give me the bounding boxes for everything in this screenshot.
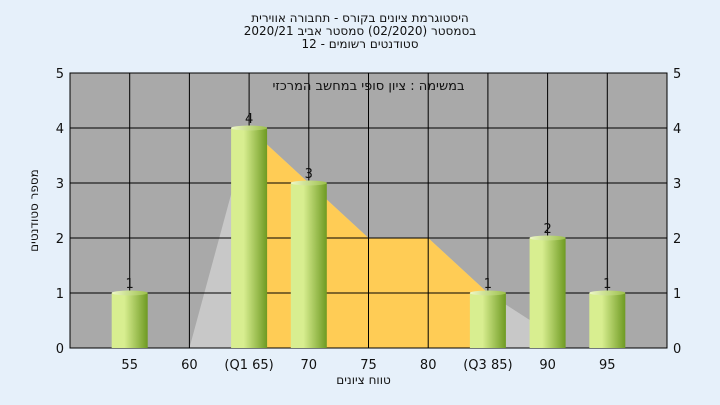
y-tick-label-right: 0 <box>673 342 681 357</box>
bar-value-label: 1 <box>603 277 611 292</box>
y-tick-label-left: 0 <box>56 342 64 357</box>
y-tick-label-right: 3 <box>673 177 681 192</box>
y-tick-label-left: 4 <box>56 122 64 137</box>
y-tick-label-left: 1 <box>56 287 64 302</box>
y-tick-label-left: 5 <box>56 67 64 82</box>
x-tick-label: 70 <box>301 358 318 373</box>
plot-border <box>69 72 668 349</box>
x-tick-label: 55 <box>121 358 138 373</box>
y-tick-label-left: 3 <box>56 177 64 192</box>
bar-cap <box>469 290 506 296</box>
bar <box>469 293 506 348</box>
bar-value-label: 4 <box>245 112 253 127</box>
bar <box>111 293 148 348</box>
chart-annotation: במשימה : ציון סופי במחשב המרכזי <box>272 79 464 94</box>
chart-title-line-3: סטודנטים רשומים - 12 <box>301 37 419 51</box>
x-axis-label: טווח ציונים <box>336 373 391 387</box>
x-tick-label: (Q1 65) <box>224 358 273 373</box>
bar <box>529 238 566 348</box>
bar-value-label: 2 <box>543 222 551 237</box>
x-tick-label: 80 <box>420 358 437 373</box>
bar-value-label: 1 <box>126 277 134 292</box>
bar-cap <box>529 235 566 241</box>
x-tick-label: 90 <box>539 358 556 373</box>
x-tick-label: 75 <box>360 358 377 373</box>
chart-title-line-1: היסטוגרמת ציונים בקורס - תחבורה אווירית <box>251 11 469 25</box>
bar-cap <box>111 290 148 296</box>
bar-cap <box>290 180 327 186</box>
bar-value-label: 3 <box>305 167 313 182</box>
x-tick-label: 95 <box>599 358 616 373</box>
bar-cap <box>231 125 268 131</box>
bar <box>589 293 626 348</box>
y-tick-label-right: 1 <box>673 287 681 302</box>
chart-title-line-2: בסמסטר (02/2020) סמסטר אביב 2020/21 <box>243 24 477 38</box>
bar-value-label: 1 <box>484 277 492 292</box>
y-tick-label-right: 5 <box>673 67 681 82</box>
bar <box>231 128 268 348</box>
x-tick-label: (Q3 85) <box>463 358 512 373</box>
bar-cap <box>589 290 626 296</box>
y-tick-label-right: 2 <box>673 232 681 247</box>
x-tick-label: 60 <box>181 358 198 373</box>
y-tick-label-right: 4 <box>673 122 681 137</box>
bar <box>290 183 327 348</box>
y-tick-label-left: 2 <box>56 232 64 247</box>
y-axis-label: מספר סטודנטים <box>27 169 41 252</box>
